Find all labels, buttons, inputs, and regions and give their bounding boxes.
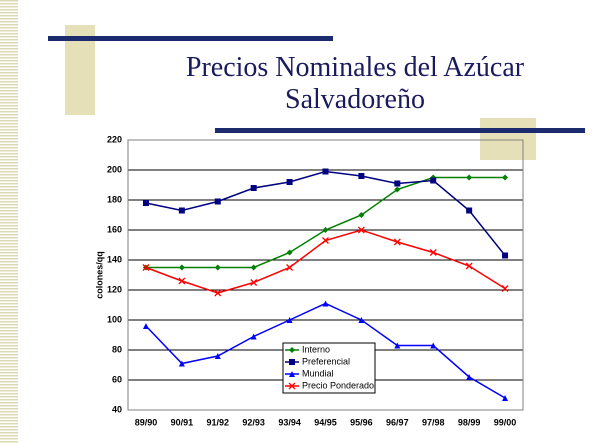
marker	[322, 300, 329, 307]
x-tick-label: 92/93	[242, 417, 265, 427]
marker	[393, 238, 401, 246]
marker	[214, 353, 221, 359]
marker	[286, 264, 294, 271]
marker	[394, 180, 401, 187]
marker	[178, 207, 185, 214]
x-tick-label: 93/94	[278, 417, 301, 427]
marker	[466, 174, 473, 181]
x-tick-label: 95/96	[350, 417, 373, 427]
y-tick-label: 220	[107, 134, 122, 144]
y-tick-label: 60	[112, 374, 122, 384]
marker	[501, 285, 509, 292]
deco-line	[215, 128, 585, 133]
marker	[214, 289, 222, 297]
marker	[214, 198, 221, 205]
x-tick-label: 90/91	[171, 417, 194, 427]
legend-label: Precio Ponderado	[302, 380, 374, 390]
marker	[142, 323, 149, 329]
left-stripes	[0, 0, 18, 444]
marker	[250, 333, 257, 340]
legend-label: Mundial	[302, 368, 334, 378]
marker	[502, 395, 509, 401]
marker	[286, 317, 293, 323]
marker	[178, 277, 186, 285]
marker	[250, 279, 258, 286]
x-tick-label: 91/92	[207, 417, 230, 427]
y-tick-label: 80	[112, 344, 122, 354]
marker	[357, 226, 365, 234]
legend-label: Preferencial	[302, 356, 350, 366]
series-line	[145, 170, 506, 256]
legend-label: Interno	[302, 344, 330, 354]
y-tick-label: 140	[107, 254, 122, 264]
y-axis-label: colones/qq	[94, 251, 104, 299]
series-line	[145, 176, 506, 269]
marker	[466, 374, 473, 380]
marker	[358, 317, 365, 323]
marker	[178, 360, 185, 367]
series-line	[145, 229, 506, 294]
x-tick-label: 98/99	[458, 417, 481, 427]
legend-marker	[288, 382, 296, 390]
chart-title: Salvadoreño	[285, 84, 425, 115]
marker	[465, 262, 473, 270]
marker	[358, 173, 365, 179]
marker	[322, 227, 329, 233]
x-tick-label: 96/97	[386, 417, 409, 427]
marker	[322, 168, 329, 175]
marker	[430, 342, 437, 349]
y-tick-label: 40	[112, 404, 122, 414]
x-tick-label: 94/95	[314, 417, 337, 427]
legend-marker	[289, 359, 295, 365]
marker	[394, 186, 401, 193]
marker	[286, 179, 293, 185]
legend-marker	[289, 371, 295, 377]
deco-line	[48, 36, 333, 41]
marker	[466, 207, 473, 214]
marker	[429, 249, 437, 256]
marker	[142, 264, 150, 271]
y-tick-label: 200	[107, 164, 122, 174]
marker	[286, 249, 293, 256]
marker	[358, 212, 365, 218]
marker	[178, 264, 185, 271]
legend-box	[282, 342, 376, 394]
y-tick-label: 120	[107, 284, 122, 294]
y-tick-label: 160	[107, 224, 122, 234]
marker	[142, 200, 149, 206]
marker	[214, 264, 221, 271]
y-tick-label: 100	[107, 314, 122, 324]
x-tick-label: 99/00	[494, 417, 517, 427]
x-tick-label: 89/90	[135, 417, 158, 427]
chart-title: Precios Nominales del Azúcar	[186, 52, 525, 83]
legend-marker	[289, 347, 295, 353]
plot-frame	[127, 139, 524, 411]
marker	[322, 237, 329, 244]
marker	[250, 264, 257, 271]
y-tick-label: 180	[107, 194, 122, 204]
deco-block	[480, 118, 536, 160]
marker	[502, 174, 509, 181]
marker	[394, 342, 401, 349]
x-tick-label: 97/98	[422, 417, 445, 427]
marker	[502, 252, 509, 259]
marker	[430, 177, 437, 184]
marker	[250, 185, 257, 191]
